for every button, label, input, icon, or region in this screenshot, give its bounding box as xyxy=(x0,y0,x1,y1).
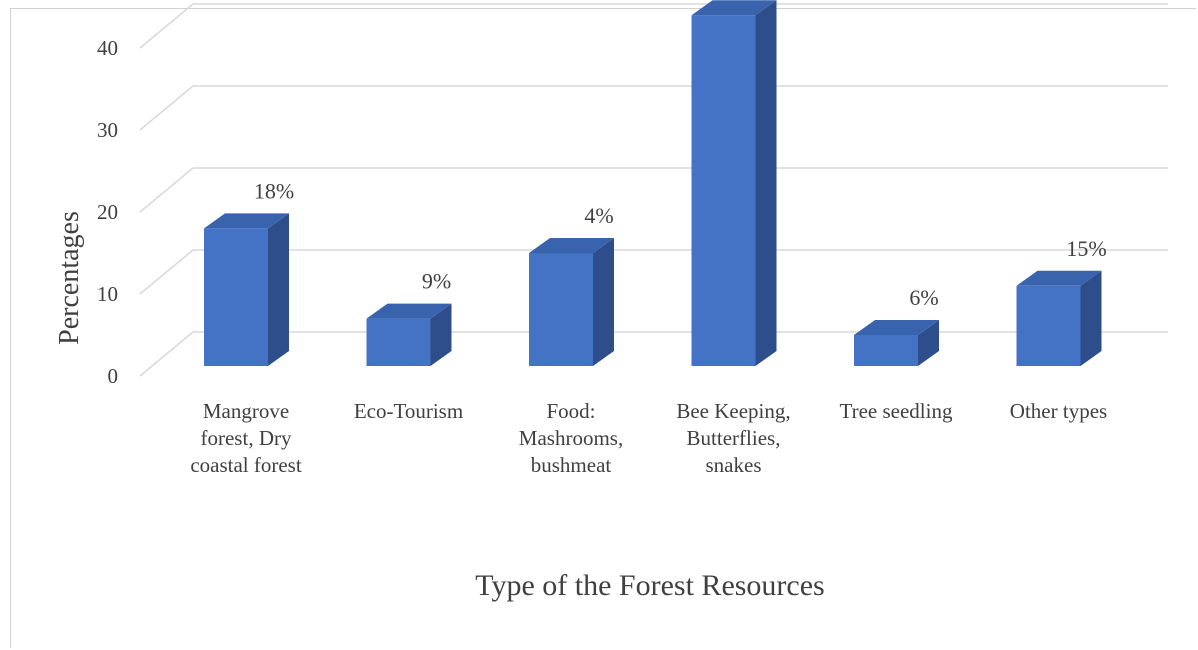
y-tick-label: 30 xyxy=(97,118,118,142)
bar-side xyxy=(430,303,452,366)
bar: 18% xyxy=(204,178,294,366)
y-axis-label: Percentages xyxy=(54,211,85,345)
bar: 6% xyxy=(854,285,939,366)
data-label: 6% xyxy=(909,285,938,310)
data-label: 4% xyxy=(584,203,613,228)
y-tick-label: 10 xyxy=(97,282,118,306)
category-label: Food: Mashrooms, bushmeat xyxy=(519,399,623,477)
category-label-line: Eco-Tourism xyxy=(354,399,463,423)
gridline-side xyxy=(139,3,194,49)
bar-side xyxy=(755,0,777,366)
bar-top xyxy=(691,0,777,16)
gridline-side xyxy=(139,167,194,213)
bar-side xyxy=(268,213,289,366)
category-label: Other types xyxy=(1010,399,1107,423)
y-tick-label: 0 xyxy=(108,364,119,388)
bar-top xyxy=(1016,270,1102,286)
bars: 18% 9% 4% 48% 6% 15% xyxy=(204,0,1107,366)
bar-front xyxy=(366,318,431,366)
category-label-line: Mashrooms, xyxy=(519,426,623,450)
bar-side xyxy=(918,320,939,366)
category-label-line: Mangrove xyxy=(203,399,289,423)
bar-front xyxy=(204,228,268,366)
category-label-line: Butterflies, xyxy=(687,426,781,450)
category-label: Tree seedling xyxy=(840,399,953,423)
bar: 4% xyxy=(529,203,614,366)
bar-top xyxy=(854,320,939,335)
bar-front xyxy=(691,15,756,366)
bar-top xyxy=(529,238,614,253)
category-label-line: Food: xyxy=(546,399,595,423)
category-label-line: forest, Dry xyxy=(201,426,292,450)
category-label-line: bushmeat xyxy=(531,453,612,477)
category-label-line: Tree seedling xyxy=(840,399,953,423)
y-tick-label: 40 xyxy=(97,36,118,60)
bar-side xyxy=(1080,270,1102,366)
bar-front xyxy=(529,253,593,366)
bar: 9% xyxy=(366,269,452,366)
gridline-side xyxy=(139,331,194,377)
bar-front xyxy=(1016,285,1081,366)
category-label: Mangrove forest, Dry coastal forest xyxy=(190,399,302,477)
bar-front xyxy=(854,335,918,366)
data-label: 15% xyxy=(1066,236,1106,261)
chart-frame xyxy=(10,8,1196,648)
category-label: Eco-Tourism xyxy=(354,399,463,423)
x-axis-label: Type of the Forest Resources xyxy=(475,569,824,602)
bar-top xyxy=(204,213,289,229)
category-label-line: snakes xyxy=(706,453,762,477)
gridline-side xyxy=(139,249,194,295)
bar: 48% xyxy=(691,0,777,366)
data-label: 18% xyxy=(254,178,294,203)
data-label: 9% xyxy=(422,269,451,294)
bar-side xyxy=(593,238,614,366)
y-tick-label: 20 xyxy=(97,200,118,224)
gridlines xyxy=(139,3,1168,377)
category-label-line: Bee Keeping, xyxy=(676,399,790,423)
bar-top xyxy=(366,303,452,319)
category-label-line: coastal forest xyxy=(190,453,302,477)
gridline-side xyxy=(139,85,194,131)
category-labels: Mangrove forest, Dry coastal forest Eco-Tou… xyxy=(190,399,1107,477)
category-label-line: Other types xyxy=(1010,399,1107,423)
y-axis-ticks: 01020304050 xyxy=(97,36,119,388)
bar: 15% xyxy=(1016,236,1107,366)
category-label: Bee Keeping, Butterflies, snakes xyxy=(676,399,790,477)
